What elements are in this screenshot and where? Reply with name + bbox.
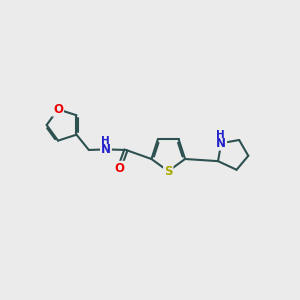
Text: N: N: [101, 143, 111, 156]
Text: H: H: [216, 130, 225, 140]
Text: S: S: [164, 165, 172, 178]
Text: H: H: [101, 136, 110, 146]
Text: N: N: [216, 137, 226, 150]
Text: O: O: [115, 162, 124, 175]
Text: O: O: [53, 103, 63, 116]
